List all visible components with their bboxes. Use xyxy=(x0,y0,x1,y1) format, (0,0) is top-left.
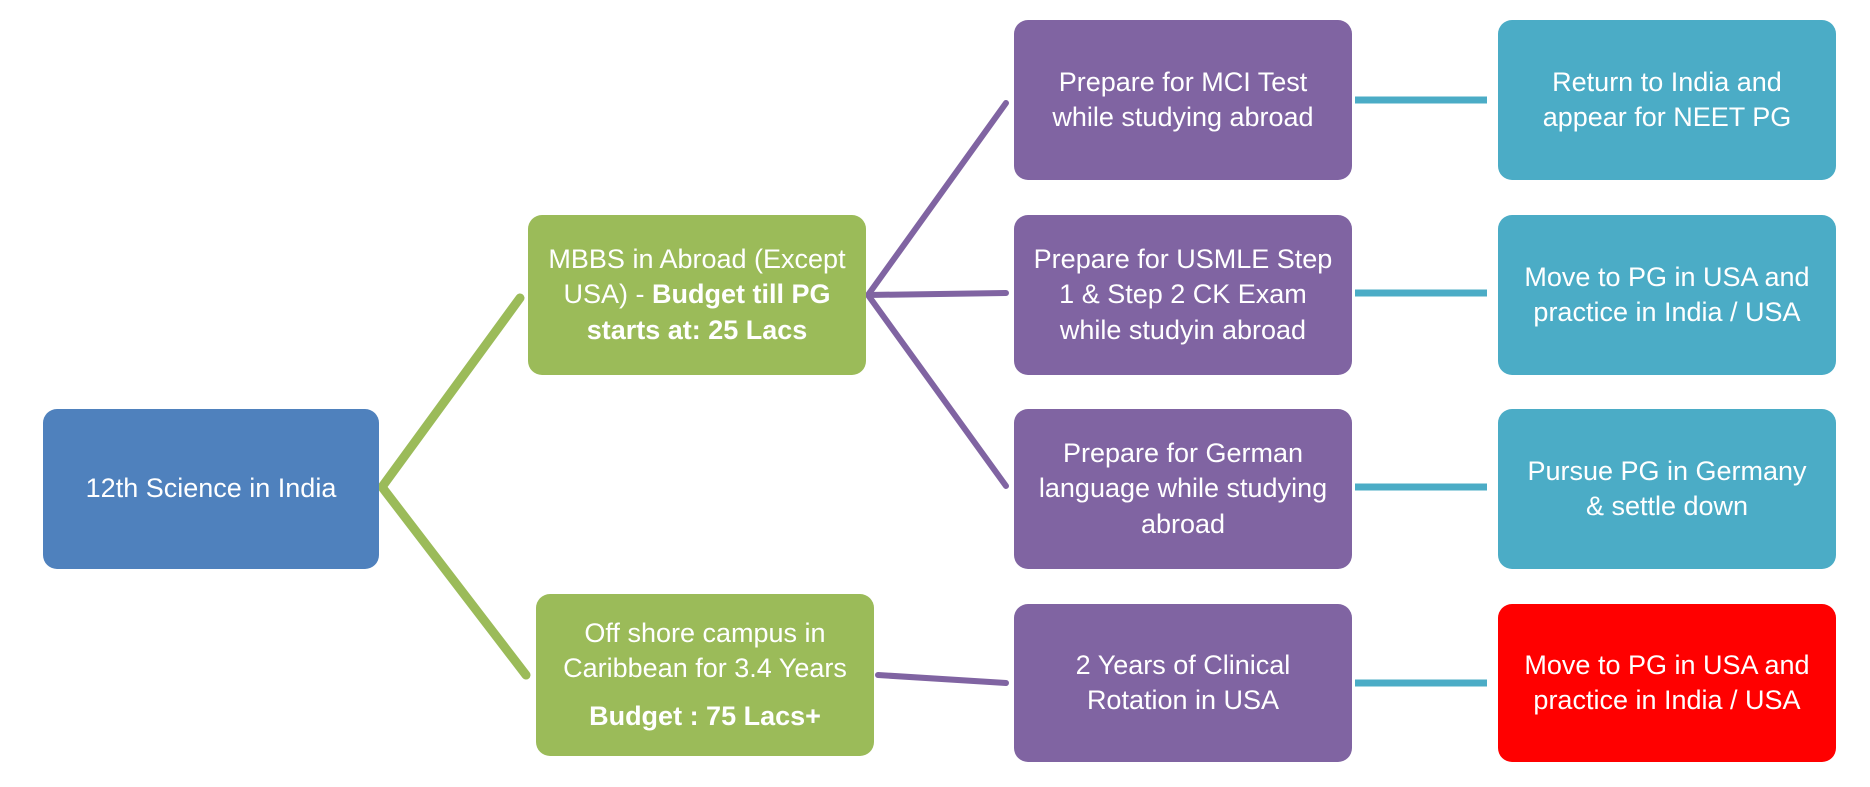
offshore-budget: Budget : 75 Lacs+ xyxy=(589,700,821,731)
pg-usa-line-1: Move to PG in USA and xyxy=(1524,261,1810,292)
pg-usa-highlight-line-1: Move to PG in USA and xyxy=(1524,649,1810,680)
mbbs-budget-label: Budget till PG xyxy=(652,279,831,310)
pg-usa-highlight-line-2: practice in India / USA xyxy=(1533,685,1801,715)
node-pg-usa: Move to PG in USA and practice in India … xyxy=(1498,215,1836,375)
german-line-3: abroad xyxy=(1140,508,1226,539)
node-offshore-campus: Off shore campus in Caribbean for 3.4 Ye… xyxy=(536,594,874,756)
mbbs-line-2: USA) - Budget till PG xyxy=(548,277,845,312)
mbbs-line-2-plain: USA) - xyxy=(563,279,652,310)
root-node: 12th Science in India xyxy=(43,409,379,569)
offshore-line-2: Caribbean for 3.4 Years xyxy=(563,653,847,684)
node-return-neet-pg: Return to India and appear for NEET PG xyxy=(1498,20,1836,180)
mbbs-budget-value: starts at: 25 Lacs xyxy=(586,314,808,345)
clinical-line-1: 2 Years of Clinical xyxy=(1075,649,1291,680)
connector-root-to-offshore xyxy=(377,482,531,680)
node-pg-usa-highlight: Move to PG in USA and practice in India … xyxy=(1498,604,1836,762)
mbbs-line-1: MBBS in Abroad (Except xyxy=(548,244,846,275)
connector-root-to-mbbs xyxy=(377,293,525,492)
node-prepare-usmle: Prepare for USMLE Step 1 & Step 2 CK Exa… xyxy=(1014,215,1352,375)
mci-line-1: Prepare for MCI Test xyxy=(1058,66,1308,97)
node-prepare-german: Prepare for German language while studyi… xyxy=(1014,409,1352,569)
neet-line-2: appear for NEET PG xyxy=(1542,102,1792,132)
node-prepare-mci: Prepare for MCI Test while studying abro… xyxy=(1014,20,1352,180)
connector-mbbs-to-mci xyxy=(865,100,1009,298)
node-mbbs-abroad: MBBS in Abroad (Except USA) - Budget til… xyxy=(528,215,866,375)
clinical-line-2: Rotation in USA xyxy=(1086,685,1280,715)
usmle-line-2: 1 & Step 2 CK Exam xyxy=(1059,279,1307,310)
mci-line-2: while studying abroad xyxy=(1052,102,1314,132)
offshore-line-1: Off shore campus in xyxy=(584,618,826,649)
usmle-line-3: while studyin abroad xyxy=(1059,314,1307,345)
connector-offshore-to-clinical xyxy=(875,672,1009,686)
usmle-line-1: Prepare for USMLE Step xyxy=(1033,244,1333,275)
germany-line-1: Pursue PG in Germany xyxy=(1527,455,1807,486)
node-clinical-rotation: 2 Years of Clinical Rotation in USA xyxy=(1014,604,1352,762)
german-line-2: language while studying xyxy=(1038,473,1328,504)
pg-usa-line-2: practice in India / USA xyxy=(1533,297,1801,327)
connector-mbbs-to-german xyxy=(865,292,1009,489)
german-line-1: Prepare for German xyxy=(1062,438,1304,469)
root-label: 12th Science in India xyxy=(85,473,337,504)
neet-line-1: Return to India and xyxy=(1552,66,1782,97)
germany-line-2: & settle down xyxy=(1585,491,1749,521)
node-pg-germany: Pursue PG in Germany & settle down xyxy=(1498,409,1836,569)
connector-mbbs-to-usmle xyxy=(865,290,1009,298)
